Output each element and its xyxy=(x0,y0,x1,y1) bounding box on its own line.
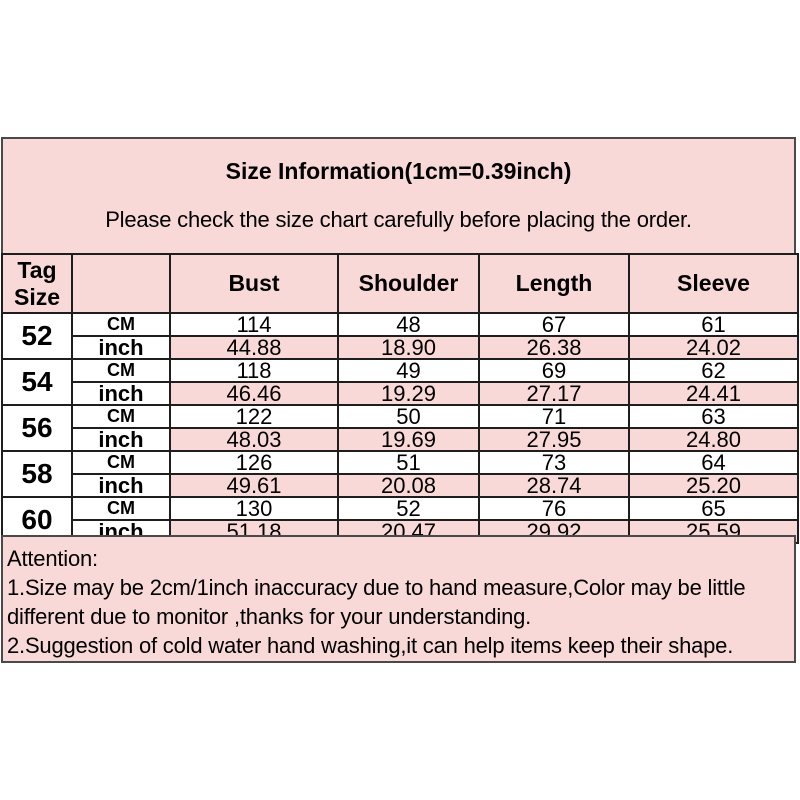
attention-line-1: 1.Size may be 2cm/1inch inaccuracy due t… xyxy=(7,575,746,600)
cell-56-inch-bust: 48.03 xyxy=(169,427,339,452)
cell-58-inch-length: 28.74 xyxy=(478,473,630,498)
cell-54-cm-shoulder: 49 xyxy=(337,358,480,383)
size-information-subtitle: Please check the size chart carefully be… xyxy=(105,207,692,232)
size-information-box: Size Information(1cm=0.39inch) Please ch… xyxy=(1,137,796,255)
size-row-54-inch: inch 46.46 19.29 27.17 24.41 xyxy=(2,381,799,406)
size-row-58-inch: inch 49.61 20.08 28.74 25.20 xyxy=(2,473,799,498)
size-table-header-row: Tag Size Bust Shoulder Length Sleeve xyxy=(1,253,799,314)
column-header-shoulder: Shoulder xyxy=(337,253,480,314)
cell-54-inch-length: 27.17 xyxy=(478,381,630,406)
cell-60-cm-length: 76 xyxy=(478,496,630,521)
cell-58-cm-length: 73 xyxy=(478,450,630,475)
cell-60-cm-shoulder: 52 xyxy=(337,496,480,521)
cell-54-cm-length: 69 xyxy=(478,358,630,383)
tag-size-cell-54: 54 xyxy=(1,358,73,406)
cell-58-inch-sleeve: 25.20 xyxy=(628,473,799,498)
tag-size-header-line2: Size xyxy=(13,283,61,310)
cell-60-cm-sleeve: 65 xyxy=(628,496,799,521)
unit-label-inch: inch xyxy=(71,473,171,498)
cell-52-cm-sleeve: 61 xyxy=(628,312,799,337)
unit-label-cm: CM xyxy=(71,358,171,383)
cell-56-cm-shoulder: 50 xyxy=(337,404,480,429)
size-information-title: Size Information(1cm=0.39inch) xyxy=(225,158,572,184)
attention-line-3: 2.Suggestion of cold water hand washing,… xyxy=(7,633,734,658)
cell-54-cm-bust: 118 xyxy=(169,358,339,383)
size-row-58-cm: 58 CM 126 51 73 64 xyxy=(1,450,799,498)
cell-52-cm-bust: 114 xyxy=(169,312,339,337)
cell-52-inch-sleeve: 24.02 xyxy=(628,335,799,360)
cell-56-cm-length: 71 xyxy=(478,404,630,429)
unit-column-header xyxy=(71,253,171,314)
cell-52-inch-length: 26.38 xyxy=(478,335,630,360)
tag-size-cell-56: 56 xyxy=(1,404,73,452)
size-row-52-inch: inch 44.88 18.90 26.38 24.02 xyxy=(2,335,799,360)
unit-label-inch: inch xyxy=(71,335,171,360)
unit-label-inch: inch xyxy=(71,427,171,452)
tag-size-header-line1: Tag xyxy=(17,256,57,283)
size-row-54-cm: 54 CM 118 49 69 62 xyxy=(1,358,799,406)
unit-label-cm: CM xyxy=(71,496,171,521)
size-row-56-inch: inch 48.03 19.69 27.95 24.80 xyxy=(2,427,799,452)
unit-label-cm: CM xyxy=(71,312,171,337)
unit-label-inch: inch xyxy=(71,381,171,406)
cell-52-cm-shoulder: 48 xyxy=(337,312,480,337)
column-header-sleeve: Sleeve xyxy=(628,253,799,314)
unit-label-cm: CM xyxy=(71,404,171,429)
cell-58-cm-sleeve: 64 xyxy=(628,450,799,475)
cell-56-cm-bust: 122 xyxy=(169,404,339,429)
cell-54-inch-sleeve: 24.41 xyxy=(628,381,799,406)
cell-58-cm-bust: 126 xyxy=(169,450,339,475)
tag-size-header: Tag Size xyxy=(1,253,73,314)
cell-56-cm-sleeve: 63 xyxy=(628,404,799,429)
tag-size-cell-52: 52 xyxy=(1,312,73,360)
cell-60-cm-bust: 130 xyxy=(169,496,339,521)
cell-56-inch-sleeve: 24.80 xyxy=(628,427,799,452)
cell-54-inch-shoulder: 19.29 xyxy=(337,381,480,406)
tag-size-cell-58: 58 xyxy=(1,450,73,498)
size-row-52-cm: 52 CM 114 48 67 61 xyxy=(1,312,799,360)
cell-54-cm-sleeve: 62 xyxy=(628,358,799,383)
attention-heading: Attention: xyxy=(7,546,98,571)
cell-58-inch-shoulder: 20.08 xyxy=(337,473,480,498)
cell-58-inch-bust: 49.61 xyxy=(169,473,339,498)
cell-56-inch-length: 27.95 xyxy=(478,427,630,452)
cell-54-inch-bust: 46.46 xyxy=(169,381,339,406)
cell-56-inch-shoulder: 19.69 xyxy=(337,427,480,452)
size-row-56-cm: 56 CM 122 50 71 63 xyxy=(1,404,799,452)
size-row-60-cm: 60 CM 130 52 76 65 xyxy=(1,496,799,544)
attention-box: Attention: 1.Size may be 2cm/1inch inacc… xyxy=(1,535,796,663)
cell-52-cm-length: 67 xyxy=(478,312,630,337)
column-header-bust: Bust xyxy=(169,253,339,314)
cell-58-cm-shoulder: 51 xyxy=(337,450,480,475)
cell-52-inch-bust: 44.88 xyxy=(169,335,339,360)
attention-line-2: different due to monitor ,thanks for you… xyxy=(7,604,532,629)
cell-52-inch-shoulder: 18.90 xyxy=(337,335,480,360)
unit-label-cm: CM xyxy=(71,450,171,475)
column-header-length: Length xyxy=(478,253,630,314)
size-table: Tag Size Bust Shoulder Length Sleeve 52 C… xyxy=(1,253,799,544)
